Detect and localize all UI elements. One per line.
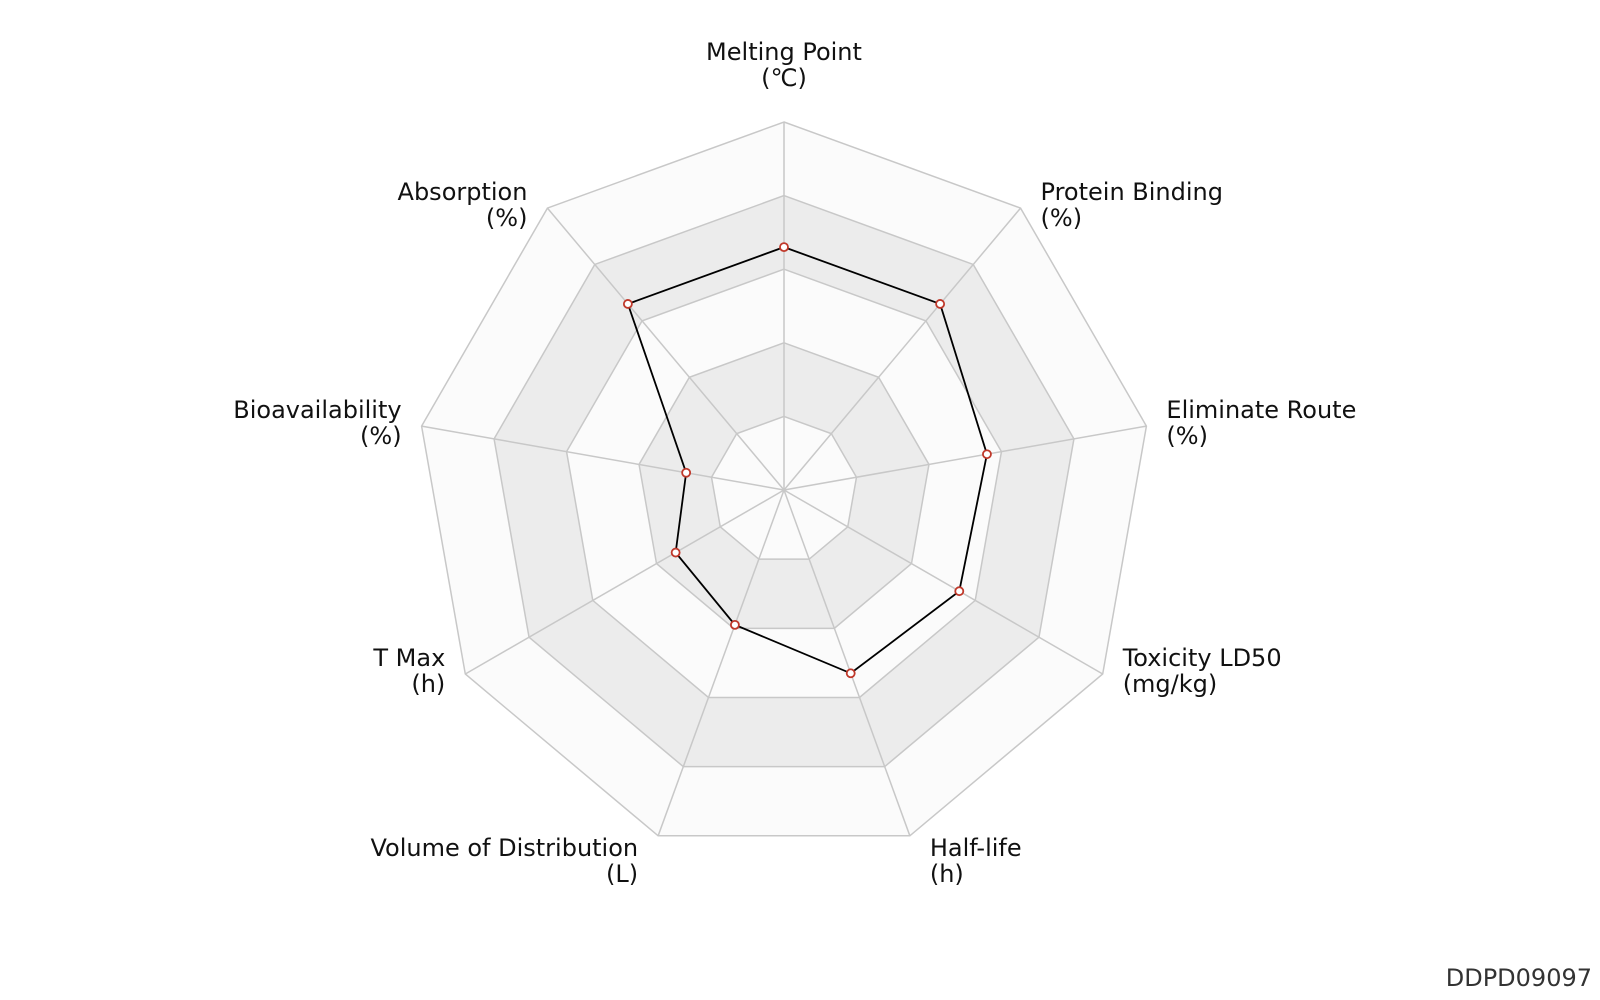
axis-label: Absorption xyxy=(398,178,528,206)
axis-label-group: Protein Binding(%) xyxy=(1041,178,1223,232)
axis-unit-label: (h) xyxy=(930,860,964,888)
axis-label-group: Half-life(h) xyxy=(930,834,1022,888)
axis-unit-label: (%) xyxy=(1166,422,1208,450)
axis-spoke xyxy=(464,489,785,675)
axis-spoke xyxy=(783,489,911,837)
axis-label: Bioavailability xyxy=(233,396,401,424)
axis-label: Eliminate Route xyxy=(1166,396,1356,424)
axis-label-group: Melting Point(℃) xyxy=(706,38,862,92)
data-point xyxy=(954,586,965,597)
axis-spoke xyxy=(783,425,1147,491)
axis-unit-label: (%) xyxy=(360,422,402,450)
axis-label: Protein Binding xyxy=(1041,178,1223,206)
data-point xyxy=(845,668,856,679)
axis-unit-label: (L) xyxy=(606,860,638,888)
axis-label-group: Volume of Distribution(L) xyxy=(370,834,638,888)
axis-label-group: Bioavailability(%) xyxy=(233,396,401,450)
axis-spoke xyxy=(783,207,1022,491)
axis-label-group: Absorption(%) xyxy=(398,178,528,232)
series-line xyxy=(626,246,988,675)
axis-label-group: Toxicity LD50(mg/kg) xyxy=(1122,644,1282,698)
data-point xyxy=(681,467,692,478)
axis-label-group: Eliminate Route(%) xyxy=(1166,396,1356,450)
data-point xyxy=(935,299,946,309)
axis-spoke xyxy=(783,489,1104,675)
axis-label: Toxicity LD50 xyxy=(1122,644,1282,672)
data-point xyxy=(670,547,681,558)
data-point xyxy=(730,619,740,630)
axis-spoke xyxy=(657,489,785,837)
axis-unit-label: (mg/kg) xyxy=(1123,670,1218,698)
axis-unit-label: (h) xyxy=(411,670,445,698)
data-point xyxy=(779,242,789,253)
axis-unit-label: (%) xyxy=(486,204,528,232)
axis-label: T Max xyxy=(372,644,445,672)
axis-unit-label: (℃) xyxy=(761,64,807,92)
axis-label: Melting Point xyxy=(706,38,862,66)
axis-spoke xyxy=(546,207,785,491)
axis-unit-label: (%) xyxy=(1041,204,1083,232)
axis-label: Volume of Distribution xyxy=(370,834,638,862)
data-point xyxy=(982,449,992,460)
axis-label: Half-life xyxy=(930,834,1022,862)
axis-spoke xyxy=(421,425,785,491)
drug-id-label: DDPD09097 xyxy=(1445,964,1592,992)
axis-label-group: T Max(h) xyxy=(372,644,445,698)
data-point xyxy=(622,299,633,309)
